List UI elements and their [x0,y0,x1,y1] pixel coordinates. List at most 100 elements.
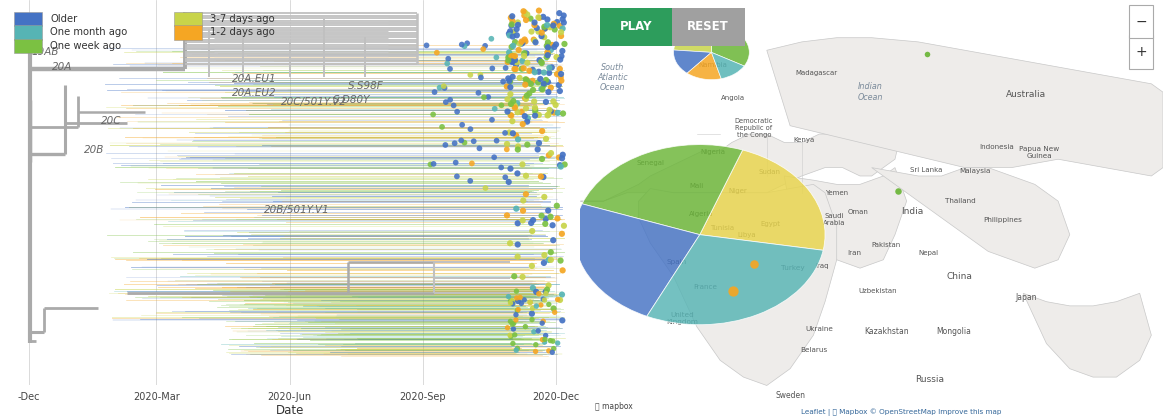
Point [526,104,544,111]
Text: One month ago: One month ago [50,27,128,37]
Point [555,19,573,26]
Text: 2020-Mar: 2020-Mar [133,392,180,402]
Point [514,8,533,15]
Point [501,78,520,85]
Text: Turkey: Turkey [782,265,805,271]
Text: Date: Date [276,404,304,417]
Point [538,16,557,23]
Wedge shape [712,52,744,79]
Point [501,101,520,107]
Point [550,154,569,161]
Point [516,81,535,88]
Point [537,42,556,49]
Point [550,88,569,94]
Text: Iraq: Iraq [815,263,829,269]
Point [507,347,526,354]
Text: Indonesia: Indonesia [979,145,1014,150]
Point [447,159,465,166]
Point [473,46,492,52]
Point [554,267,572,274]
Point [540,152,558,158]
Point [526,106,544,113]
Point [508,143,527,150]
Point [508,241,527,248]
Point [551,297,570,303]
Point [549,82,568,88]
Point [483,65,501,72]
Point [500,49,519,56]
Point [505,320,523,327]
Text: Saudi
Arabia: Saudi Arabia [822,213,846,227]
Point [535,194,554,200]
Point [527,341,545,348]
Point [504,28,522,35]
Text: Older: Older [50,14,78,24]
Point [519,115,537,122]
Point [501,84,520,91]
Point [536,332,555,339]
Text: +: + [1135,45,1147,59]
Point [527,289,545,295]
Point [504,118,522,124]
Point [521,299,540,306]
Point [509,306,528,313]
Point [511,294,529,301]
Point [463,160,481,167]
Point [531,173,550,180]
Point [554,25,572,32]
Point [516,96,535,102]
Point [534,318,552,324]
Point [529,28,548,35]
Point [528,146,547,153]
Text: Indian
Ocean: Indian Ocean [858,83,883,102]
Point [551,56,570,63]
Point [455,139,473,146]
Point [516,17,535,23]
Point [461,178,479,184]
Point [498,324,516,331]
Point [548,19,566,26]
Point [526,22,544,28]
Point [441,96,459,103]
Point [554,151,572,158]
Point [498,108,516,115]
Point [495,129,514,136]
Point [538,52,557,59]
Point [512,300,530,307]
Text: Nepal: Nepal [919,251,939,256]
Point [476,42,494,49]
Point [479,94,498,101]
Text: 20A.EU2: 20A.EU2 [231,88,277,98]
Point [523,228,542,234]
Point [544,98,563,105]
Point [516,191,535,197]
Point [470,145,488,152]
Point [537,22,556,28]
Point [448,173,466,180]
Point [525,36,543,43]
Polygon shape [766,38,1163,176]
Point [544,22,563,29]
Point [554,317,572,324]
Point [520,90,538,97]
Point [551,162,570,168]
Point [506,104,525,111]
Text: Yemen: Yemen [825,190,848,196]
Point [506,331,525,338]
Point [499,57,518,64]
Point [511,75,529,81]
Point [498,146,516,153]
Point [535,80,554,87]
Point [506,39,525,45]
Point [501,332,520,339]
Text: RESET: RESET [687,20,729,34]
Point [538,79,557,85]
Point [535,25,554,32]
Text: Belarus: Belarus [800,347,827,353]
Point [515,297,534,303]
Point [535,23,554,30]
Point [504,300,522,307]
Point [515,113,534,119]
Point [548,202,566,209]
Point [554,16,572,23]
